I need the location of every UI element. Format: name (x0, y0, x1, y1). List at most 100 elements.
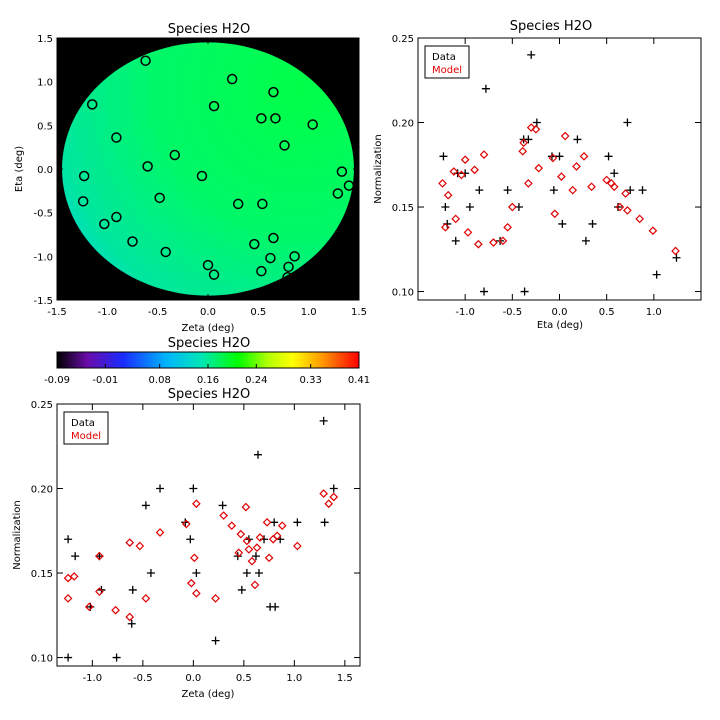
map-ytick-label: -0.5 (33, 209, 53, 220)
map-point (169, 149, 181, 161)
eta-plot-model-point (507, 202, 517, 212)
colorbar-ticks: -0.09 -0.01 0.08 0.16 0.24 0.33 0.41 (44, 364, 370, 386)
zeta-plot-legend-box (63, 411, 109, 445)
eta-plot-data-point (652, 270, 661, 279)
eta-plot-data-point (626, 186, 635, 195)
zeta-plot-xtick-label: -1.0 (83, 673, 103, 684)
eta-plot-model-point (526, 123, 536, 132)
zeta-plot-model-point (293, 541, 302, 551)
zeta-plot-data-point (242, 569, 251, 578)
zeta-plot-model-point (277, 521, 287, 531)
map-title: Species H2O (168, 22, 250, 37)
map-xtick-label: 0.5 (250, 307, 266, 318)
zeta-plot-ytick-label: 0.20 (31, 485, 53, 496)
eta-plot-title: Species H2O (510, 19, 592, 34)
map-xlabel: Zeta (deg) (182, 323, 235, 334)
zeta-plot-model-point (111, 605, 120, 615)
eta-plot-axes: -1.0 -0.5 0.0 0.5 1.0 0.10 0.15 0.20 0.25 (392, 34, 701, 318)
eta-plot-model-point (621, 189, 630, 198)
zeta-plot-model-point (227, 521, 237, 531)
eta-plot-model-point (451, 214, 461, 224)
zeta-plot-data-point (270, 518, 279, 527)
eta-plot-model-point (609, 182, 619, 192)
map-ytick-label: 1.0 (37, 78, 53, 89)
map-xtick-label: -1.5 (47, 307, 67, 318)
eta-plot-model-point (479, 150, 489, 159)
eta-plot-model-point (524, 179, 533, 188)
eta-plot-model-point (441, 222, 450, 232)
map-ytick-label: 1.5 (37, 34, 53, 45)
zeta-plot-data-point (271, 602, 280, 611)
eta-plot-model-point (568, 185, 578, 195)
colorbar-tick-label: 0.41 (348, 375, 370, 386)
eta-plot-legend-box (424, 45, 470, 79)
zeta-plot-ytick-label: 0.10 (31, 654, 53, 665)
colorbar-tick-label: -0.09 (44, 375, 70, 386)
eta-plot-model-point (518, 146, 528, 156)
eta-plot-model-point (463, 228, 473, 237)
colorbar-tick-label: 0.16 (197, 375, 219, 386)
eta-plot-model-point (648, 226, 658, 236)
zeta-plot-ylabel: Normalization (12, 500, 23, 570)
zeta-plot-axes: -1.0 -0.5 0.0 0.5 1.0 1.5 0.10 0.15 0.20 0.25 (31, 400, 360, 684)
map-point (208, 269, 220, 280)
zeta-plot-data-point (255, 569, 263, 578)
map-point (232, 198, 244, 210)
zeta-plot-model-point (241, 502, 251, 512)
zeta-plot-data-point (251, 552, 260, 561)
eta-plot-model-point (560, 131, 570, 141)
eta-plot-data-point (481, 84, 490, 93)
eta-plot-ytick-label: 0.10 (392, 288, 414, 299)
eta-plot-data-point (475, 186, 484, 195)
map-point (111, 132, 122, 143)
zeta-plot-data-point (237, 585, 246, 594)
zeta-plot-model-point (135, 541, 145, 551)
eta-plot-model-point (474, 239, 483, 249)
map-point (265, 252, 276, 264)
eta-plot-data-point (503, 186, 512, 195)
zeta-plot-title: Species H2O (168, 387, 250, 402)
eta-plot-model-point (531, 124, 541, 134)
zeta-plot-model-point (69, 572, 79, 581)
zeta-plot-data-point (253, 450, 262, 459)
map-point (140, 55, 151, 66)
zeta-plot-model-point (95, 551, 104, 561)
eta-plot-data-point (581, 236, 590, 245)
map-point (268, 232, 279, 244)
eta-plot-data-point (532, 118, 541, 127)
zeta-plot-model-point (247, 556, 257, 566)
map-point (226, 73, 238, 85)
map-panel: Species H2O -1.5 -1.0 -0.5 0.0 0.5 1.0 1.5-1.5… (14, 22, 367, 334)
eta-plot-model-point (587, 182, 596, 192)
map-field-disk (62, 42, 354, 296)
zeta-plot-data-point (64, 535, 73, 544)
zeta-plot-model-point (125, 538, 135, 547)
map-point (142, 161, 153, 172)
zeta-plot-xtick-label: 0.0 (185, 673, 201, 684)
eta-plot-model-point (615, 202, 625, 212)
eta-plot-model-point (550, 209, 560, 219)
zeta-plot-model-point (192, 499, 201, 509)
eta-plot-data-point (527, 50, 536, 59)
map-point (86, 99, 98, 110)
eta-plot-xlabel: Eta (deg) (537, 320, 583, 331)
map-point (249, 238, 260, 250)
eta-plot-xtick-label: 1.0 (646, 307, 662, 318)
eta-plot-model-point (635, 214, 645, 224)
map-point (256, 113, 267, 124)
colorbar: Species H2O -0.09 -0.01 0.08 0.16 0.24 0.33 0.… (44, 336, 370, 386)
eta-plot-model-point (623, 206, 632, 215)
map-point (208, 100, 220, 112)
map-ytick-label: -1.0 (33, 252, 53, 263)
zeta-plot-data-point (146, 569, 155, 578)
zeta-plot-model-point (324, 499, 334, 509)
map-xtick-label: -0.5 (148, 307, 168, 318)
eta-plot-data-point (588, 219, 597, 228)
zeta-plot-model-point (244, 545, 254, 554)
zeta-plot-points (63, 416, 339, 662)
eta-plot-data-point (610, 169, 619, 178)
zeta-plot-model-point (329, 492, 339, 502)
map-points (77, 55, 355, 283)
zeta-plot-model-point (219, 511, 228, 520)
eta-plot-xtick-label: 0.5 (599, 307, 615, 318)
